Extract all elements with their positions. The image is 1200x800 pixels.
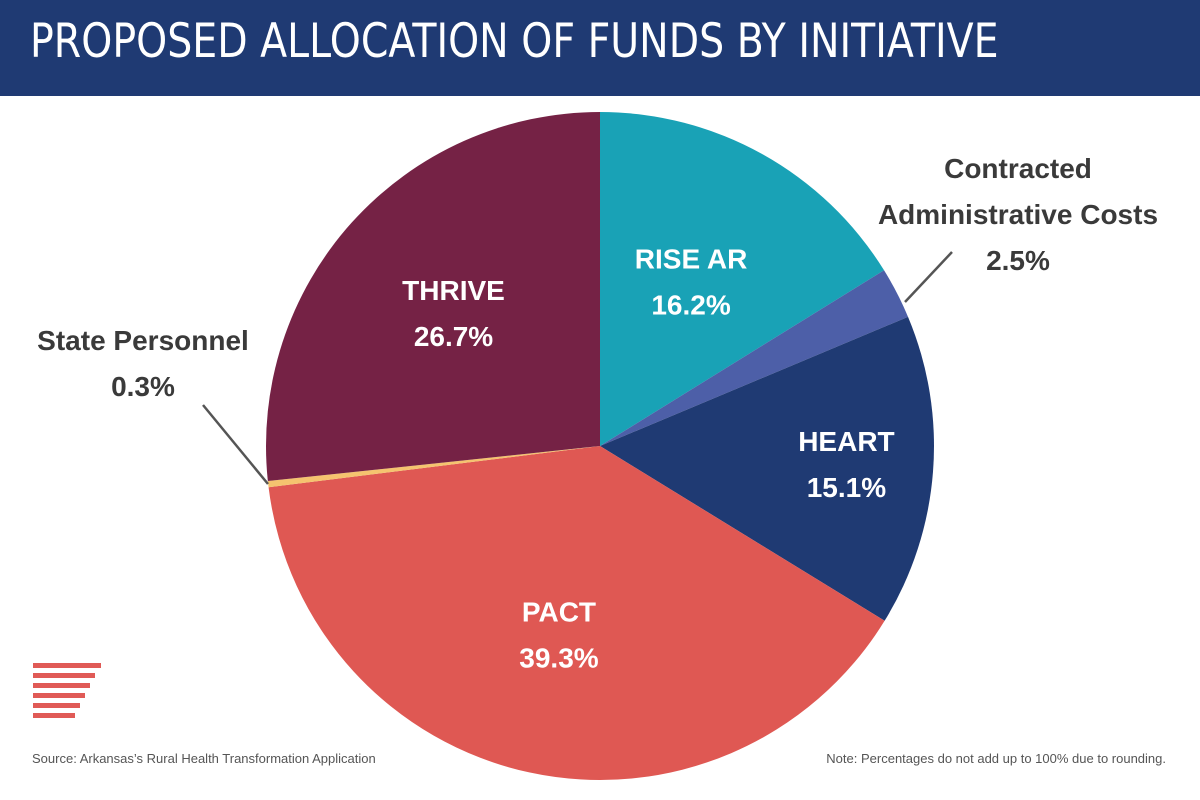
slice-state-personnel [267, 446, 600, 488]
leader-lines [202, 251, 953, 485]
slice-thrive [266, 112, 600, 482]
value-label-thrive: 26.7% [414, 321, 493, 352]
value-label-contracted-admin: 2.5% [986, 245, 1050, 276]
slice-rise-ar [600, 112, 885, 446]
slice-label-thrive: THRIVE [402, 275, 505, 306]
rounding-note: Note: Percentages do not add up to 100% … [826, 751, 1166, 766]
slice-label-rise-ar: RISE AR [635, 244, 748, 275]
slice-contracted-admin [600, 270, 909, 446]
slice-label-contracted-admin: Administrative Costs [878, 199, 1158, 230]
page-title: PROPOSED ALLOCATION OF FUNDS BY INITIATI… [30, 14, 999, 69]
leader-line-state-personnel [202, 404, 269, 485]
value-label-rise-ar: 16.2% [651, 290, 730, 321]
pie-slices [266, 112, 934, 780]
value-label-state-personnel: 0.3% [111, 371, 175, 402]
slice-pact [268, 446, 885, 780]
slice-label-contracted-admin: Contracted [944, 153, 1092, 184]
value-label-pact: 39.3% [519, 642, 598, 673]
value-label-heart: 15.1% [807, 472, 886, 503]
slice-label-pact: PACT [522, 596, 596, 627]
brand-logo-icon [33, 663, 103, 735]
header-bar: PROPOSED ALLOCATION OF FUNDS BY INITIATI… [0, 0, 1200, 96]
slice-heart [600, 316, 934, 621]
leader-line-contracted-admin [904, 251, 953, 303]
slice-labels: RISE AR 16.2% Contracted Administrative Cos… [37, 153, 1158, 673]
slice-label-state-personnel: State Personnel [37, 325, 249, 356]
slice-label-heart: HEART [798, 426, 894, 457]
source-note: Source: Arkansas’s Rural Health Transfor… [32, 751, 376, 766]
